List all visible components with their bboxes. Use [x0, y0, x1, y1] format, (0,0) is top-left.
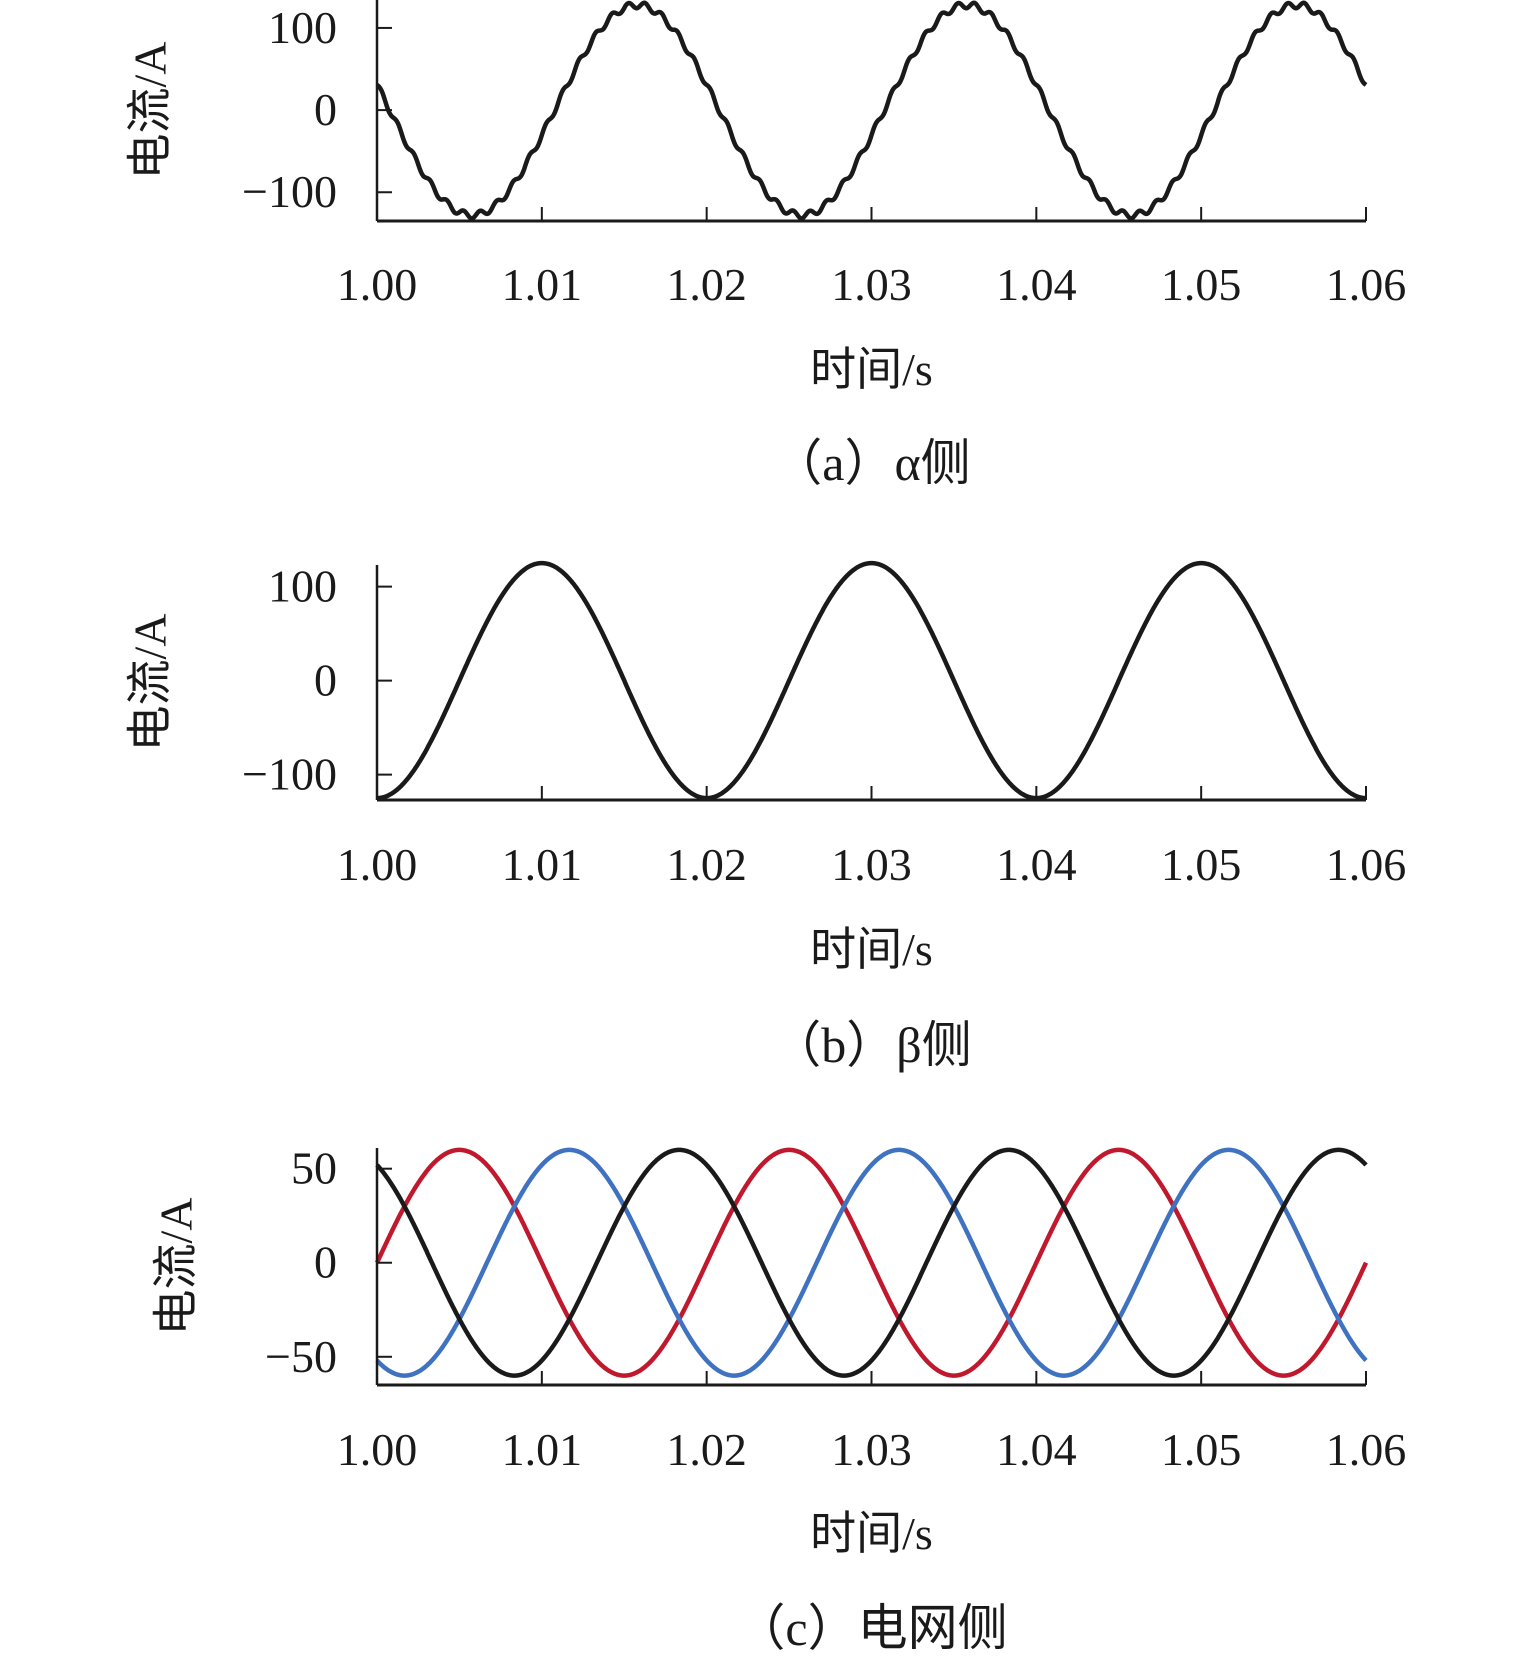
y-axis-label: 电流/A	[125, 42, 176, 180]
y-axis-label: 电流/A	[151, 1198, 202, 1336]
x-tick-label: 1.00	[337, 259, 418, 310]
y-tick-label: −100	[242, 166, 337, 217]
chart-caption: （b）β侧	[771, 1017, 971, 1073]
y-tick-label: −100	[242, 749, 337, 800]
series-line-beta	[375, 560, 1368, 801]
y-tick-label: 50	[291, 1143, 337, 1194]
y-tick-label: 0	[314, 1237, 337, 1288]
x-tick-label: 1.01	[502, 259, 583, 310]
y-tick-label: 100	[268, 2, 337, 53]
chart-panel-c: 1.00 1.01 1.02 1.03 1.04 1.05 1.06 50 0 −50 电流/A 时间…	[151, 1143, 1407, 1656]
y-tick-label: 0	[314, 84, 337, 135]
x-tick-label: 1.05	[1161, 1424, 1242, 1475]
x-tick-label: 1.03	[831, 839, 912, 890]
x-tick-label: 1.02	[666, 259, 747, 310]
x-tick-label: 1.04	[996, 839, 1077, 890]
chart-caption: （a）α侧	[772, 435, 970, 491]
series-line-alpha	[375, 0, 1368, 221]
x-tick-label: 1.03	[831, 259, 912, 310]
y-tick-label: 100	[268, 561, 337, 612]
x-tick-label: 1.04	[996, 1424, 1077, 1475]
series-line-phase-a	[374, 1147, 1369, 1378]
x-tick-label: 1.03	[831, 1424, 912, 1475]
x-tick-label: 1.06	[1326, 839, 1407, 890]
x-tick-label: 1.02	[666, 1424, 747, 1475]
x-tick-label: 1.01	[502, 839, 583, 890]
x-tick-label: 1.04	[996, 259, 1077, 310]
x-tick-label: 1.05	[1161, 839, 1242, 890]
series-line-phase-c	[375, 1147, 1368, 1378]
x-tick-label: 1.06	[1326, 1424, 1407, 1475]
y-axis-label: 电流/A	[125, 614, 176, 752]
x-axis-label: 时间/s	[810, 924, 933, 975]
y-tick-label: −50	[265, 1331, 337, 1382]
chart-panel-a: 1.00 1.01 1.02 1.03 1.04 1.05 1.06 100 0 −100 电流/A…	[125, 0, 1407, 491]
x-tick-label: 1.05	[1161, 259, 1242, 310]
x-tick-label: 1.02	[666, 839, 747, 890]
series-line-phase-b	[375, 1147, 1368, 1378]
y-tick-label: 0	[314, 655, 337, 706]
chart-panel-b: 1.00 1.01 1.02 1.03 1.04 1.05 1.06 100 0 −100 电流/A…	[125, 561, 1407, 1073]
x-tick-label: 1.01	[502, 1424, 583, 1475]
x-axis-label: 时间/s	[810, 344, 933, 395]
x-tick-label: 1.00	[337, 1424, 418, 1475]
x-tick-label: 1.00	[337, 839, 418, 890]
x-tick-label: 1.06	[1326, 259, 1407, 310]
x-axis-label: 时间/s	[810, 1508, 933, 1559]
chart-caption: （c）电网侧	[735, 1600, 1007, 1656]
